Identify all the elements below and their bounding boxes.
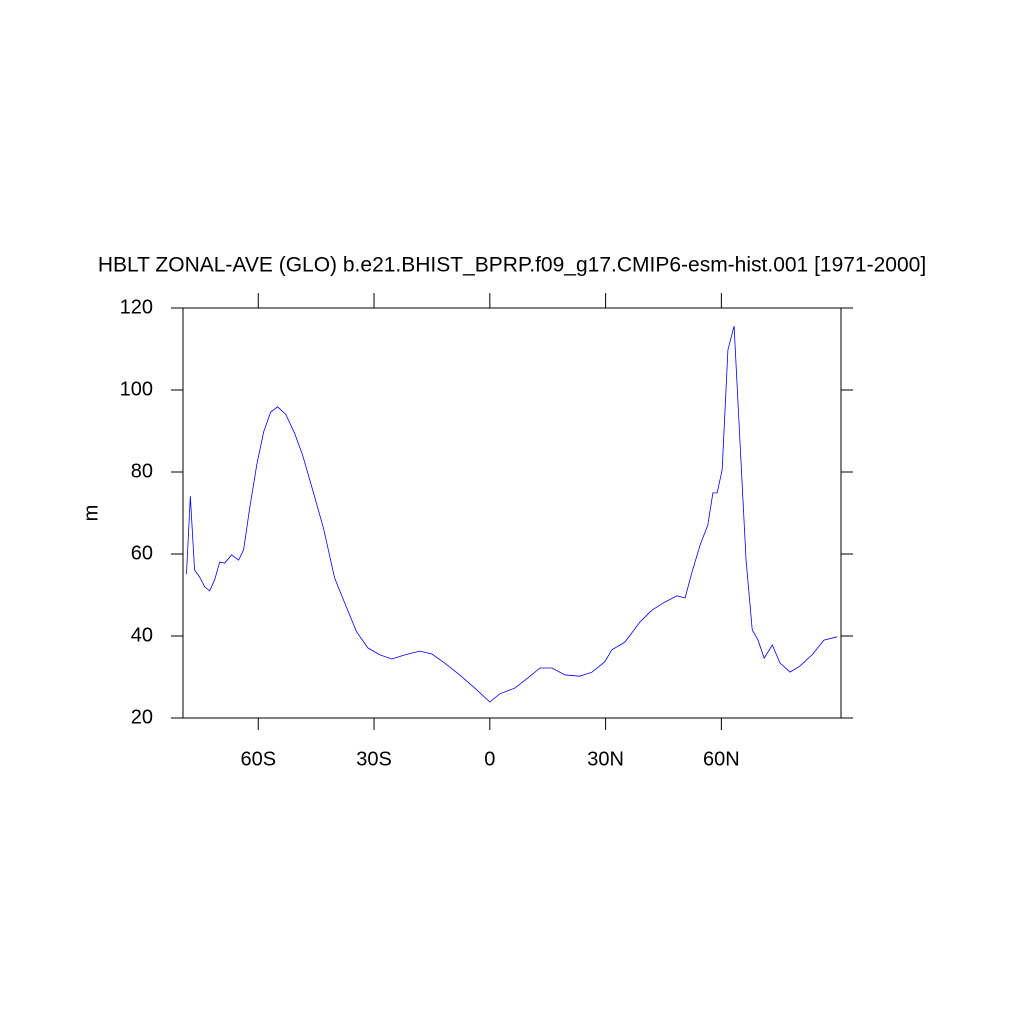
data-line bbox=[186, 325, 838, 703]
x-tick-label: 30S bbox=[356, 748, 392, 770]
y-tick-label: 80 bbox=[131, 460, 153, 482]
plot-frame bbox=[182, 307, 842, 719]
y-tick-label: 120 bbox=[120, 296, 153, 318]
x-tick-label: 60N bbox=[703, 748, 740, 770]
y-tick-label: 100 bbox=[120, 378, 153, 400]
y-tick-label: 60 bbox=[131, 542, 153, 564]
y-axis-label: m bbox=[80, 505, 102, 522]
y-tick-label: 20 bbox=[131, 706, 153, 728]
x-tick-label: 30N bbox=[587, 748, 624, 770]
y-tick-label: 40 bbox=[131, 624, 153, 646]
x-tick-label: 0 bbox=[484, 748, 495, 770]
chart-title: HBLT ZONAL-AVE (GLO) b.e21.BHIST_BPRP.f0… bbox=[98, 254, 926, 277]
x-tick-label: 60S bbox=[240, 748, 276, 770]
